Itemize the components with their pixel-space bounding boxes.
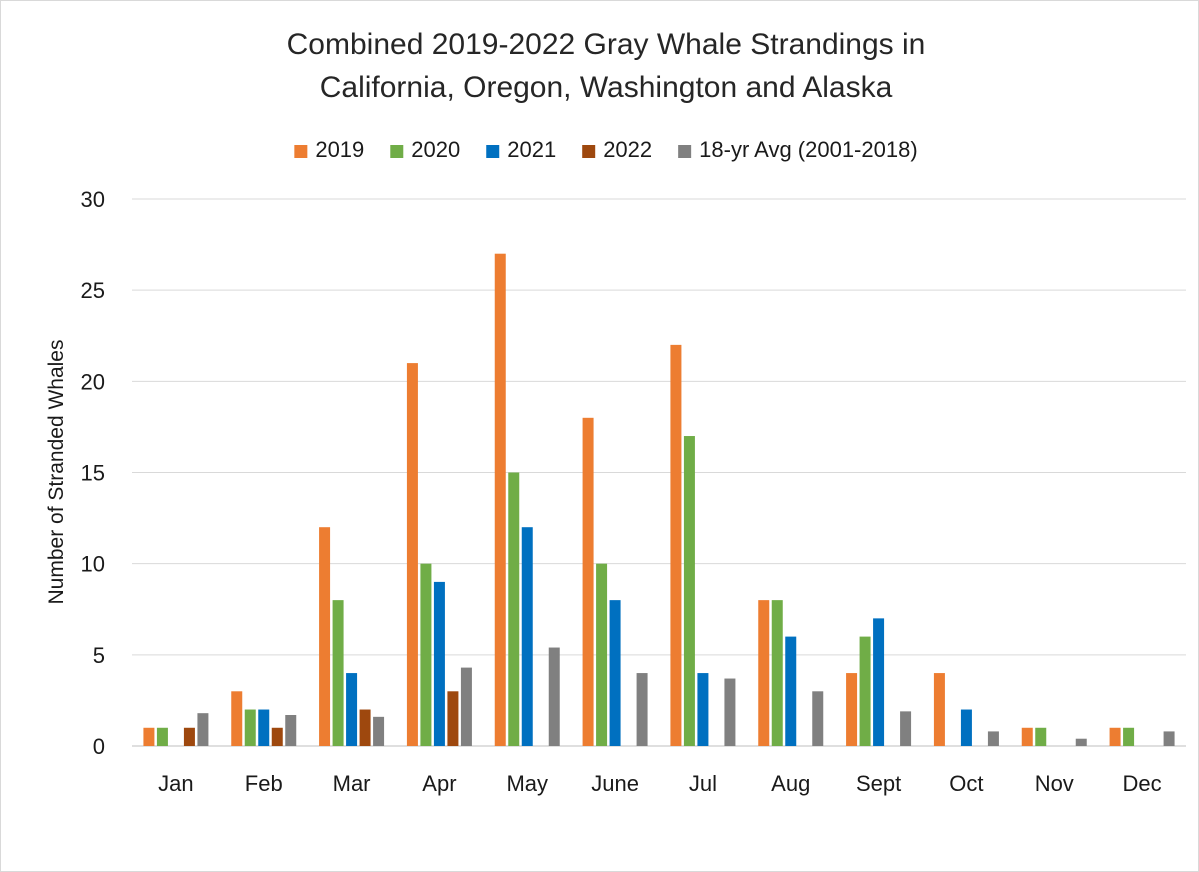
legend-swatch-5 [678,145,692,158]
bar-2022-apr [447,691,459,746]
bar-2022-mar [359,709,371,746]
bar-18-yr-avg-2001-2018-jan [197,713,209,746]
bar-2019-aug [758,600,770,746]
gridlines [132,198,1186,747]
y-tick-label: 15 [81,461,105,486]
bar-2020-nov [1035,727,1047,746]
bar-2021-feb [258,709,270,746]
legend-label-1: 2019 [315,137,364,162]
bar-2020-may [508,472,520,746]
y-tick-label: 20 [81,369,105,394]
bar-2021-aug [785,636,797,746]
bar-18-yr-avg-2001-2018-jul [724,678,736,746]
x-tick-label: Dec [1123,771,1162,796]
y-tick-label: 25 [81,278,105,303]
bar-2021-may [521,527,533,746]
x-tick-label: Nov [1035,771,1074,796]
bar-2021-june [609,600,621,746]
bar-2020-jan [156,727,168,746]
bar-2020-june [596,563,608,746]
bar-18-yr-avg-2001-2018-apr [460,667,472,746]
bar-2020-mar [332,600,344,746]
bar-2019-feb [231,691,243,746]
bar-18-yr-avg-2001-2018-feb [285,715,297,746]
x-tick-label: Oct [949,771,983,796]
bar-18-yr-avg-2001-2018-oct [987,731,999,746]
bar-2019-dec [1109,727,1121,746]
bar-2021-mar [346,673,358,746]
chart-legend: 2019 2020 2021 2022 18-yr Avg (2001-2018) [294,137,918,162]
bar-2019-sept [846,673,858,746]
bar-2021-apr [433,581,445,746]
y-tick-label: 5 [93,643,105,668]
bar-2022-jan [183,727,195,746]
bar-2019-mar [319,527,331,746]
bar-2019-nov [1021,727,1033,746]
bar-2020-aug [771,600,783,746]
x-tick-label: May [506,771,548,796]
chart-title-line-1: Combined 2019-2022 Gray Whale Strandings… [287,28,926,61]
bar-2021-jul [697,673,709,746]
y-axis-title: Number of Stranded Whales [45,340,68,605]
y-tick-label: 0 [93,734,105,759]
legend-label-3: 2021 [507,137,556,162]
y-axis-ticks: 0 5 10 15 20 25 30 [81,187,105,759]
bar-18-yr-avg-2001-2018-nov [1075,738,1087,746]
y-tick-label: 10 [81,552,105,577]
x-tick-label: Mar [333,771,371,796]
bars [143,253,1175,746]
bar-18-yr-avg-2001-2018-aug [812,691,824,746]
bar-18-yr-avg-2001-2018-june [636,673,648,746]
bar-2022-feb [271,727,283,746]
chart-title-line-2: California, Oregon, Washington and Alask… [320,71,893,104]
bar-2020-feb [244,709,256,746]
legend-label-2: 2020 [411,137,460,162]
bar-18-yr-avg-2001-2018-sept [900,711,912,746]
bar-2020-dec [1123,727,1135,746]
x-tick-label: Apr [422,771,456,796]
x-tick-label: Feb [245,771,283,796]
bar-2020-sept [859,636,871,746]
bar-2019-jul [670,344,682,746]
x-tick-label: Jul [689,771,717,796]
y-tick-label: 30 [81,187,105,212]
x-tick-label: Aug [771,771,810,796]
bar-2021-sept [873,618,885,746]
bar-18-yr-avg-2001-2018-mar [373,716,385,746]
bar-2019-jan [143,727,155,746]
bar-2019-june [582,417,594,746]
bar-18-yr-avg-2001-2018-dec [1163,731,1175,746]
bar-2019-may [494,253,506,746]
legend-swatch-2 [390,145,404,158]
bar-2019-apr [406,363,418,746]
legend-swatch-4 [582,145,596,158]
chart-title: Combined 2019-2022 Gray Whale Strandings… [287,28,926,104]
x-tick-label: Sept [856,771,901,796]
x-axis-ticks: Jan Feb Mar Apr May June Jul Aug Sept Oct Nov Dec [158,771,1161,796]
legend-swatch-1 [294,145,308,158]
x-tick-label: June [591,771,639,796]
legend-label-5: 18-yr Avg (2001-2018) [699,137,918,162]
bar-2020-jul [683,436,695,746]
bar-2021-oct [960,709,972,746]
bar-2020-apr [420,563,432,746]
legend-swatch-3 [486,145,500,158]
bar-18-yr-avg-2001-2018-may [548,647,560,746]
bar-2019-oct [933,673,945,746]
legend-label-4: 2022 [603,137,652,162]
x-tick-label: Jan [158,771,193,796]
